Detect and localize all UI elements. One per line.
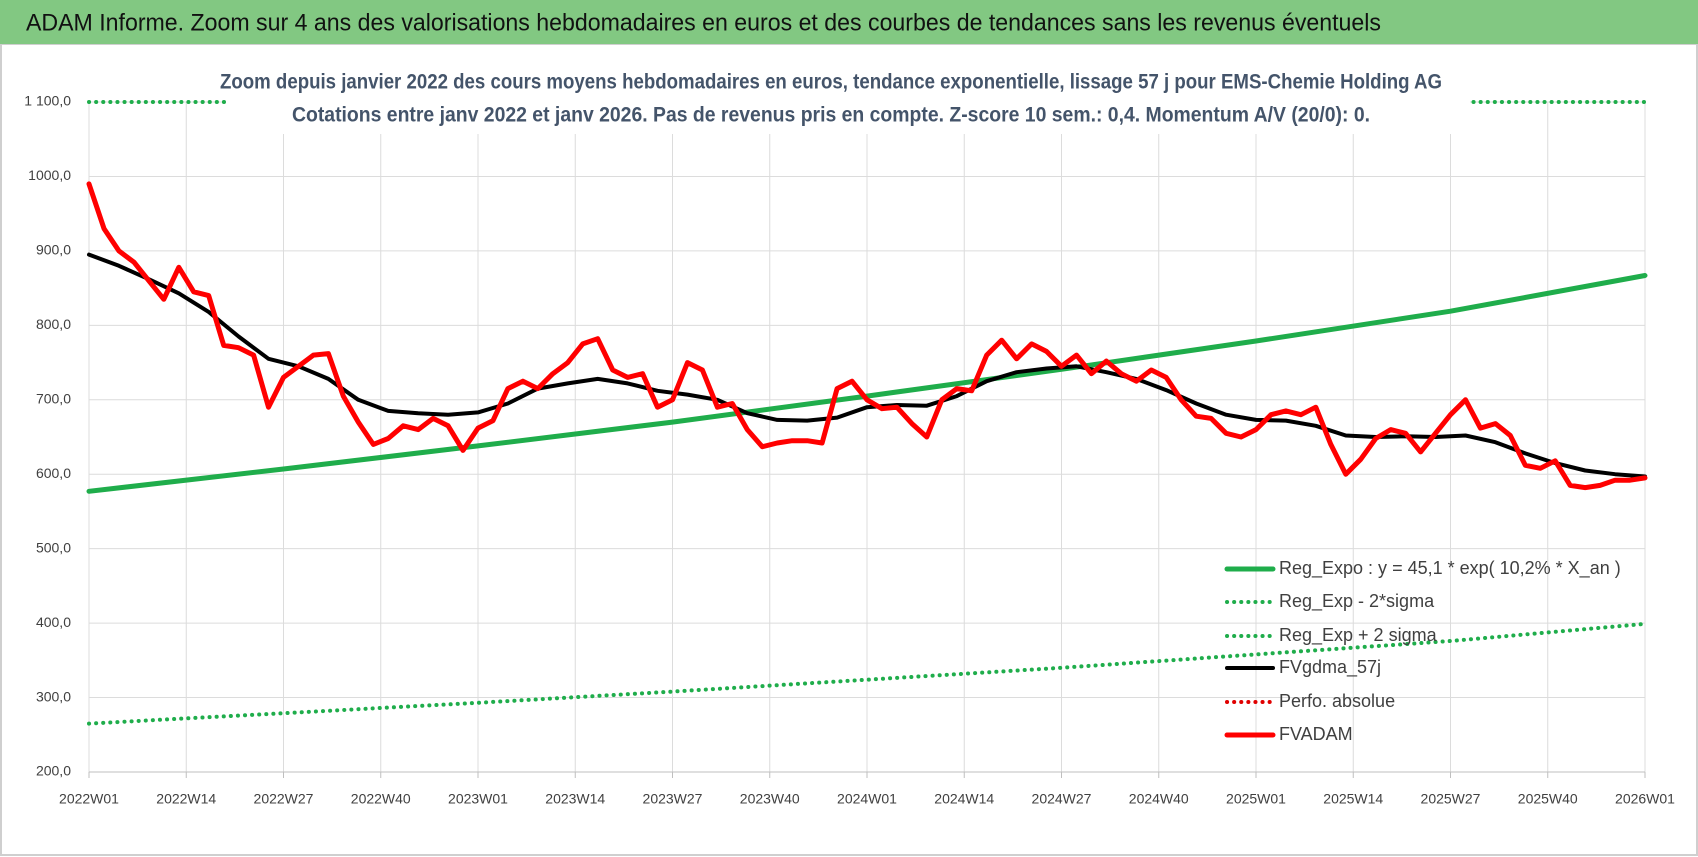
legend: Reg_Expo : y = 45,1 * exp( 10,2% * X_an … [1224, 558, 1621, 744]
x-tick-label: 2023W40 [740, 791, 800, 807]
x-tick-label: 2024W40 [1129, 791, 1189, 807]
y-tick-label: 900,0 [36, 242, 71, 258]
title-background [226, 62, 1470, 134]
header-title: ADAM Informe. Zoom sur 4 ans des valoris… [26, 9, 1381, 36]
series-line [86, 181, 1648, 491]
x-tick-label: 2024W27 [1032, 791, 1092, 807]
chart-title: Zoom depuis janvier 2022 des cours moyen… [220, 71, 1442, 94]
x-tick-label: 2026W01 [1615, 791, 1675, 807]
x-tick-label: 2024W14 [934, 791, 994, 807]
plot-area: 200,0 300,0 400,0 500,0 600,0 700,0 800,0 900,0… [24, 93, 1675, 807]
y-tick-label: 800,0 [36, 316, 71, 332]
x-tick-label: 2025W14 [1323, 791, 1383, 807]
x-tick-label: 2024W01 [837, 791, 897, 807]
series-line [87, 252, 1647, 479]
legend-label: Reg_Expo : y = 45,1 * exp( 10,2% * X_an … [1279, 558, 1621, 579]
header-bar [0, 0, 1698, 44]
legend-label: FVADAM [1279, 724, 1353, 744]
y-tick-label: 400,0 [36, 614, 71, 630]
x-tick-label: 2022W27 [254, 791, 314, 807]
x-tick-label: 2025W40 [1518, 791, 1578, 807]
legend-label: Reg_Exp - 2*sigma [1279, 591, 1435, 612]
y-tick-label: 200,0 [36, 763, 71, 779]
y-tick-label: 1 100,0 [24, 93, 71, 109]
x-tick-label: 2023W27 [643, 791, 703, 807]
y-tick-label: 500,0 [36, 539, 71, 555]
x-tick-label: 2023W14 [545, 791, 605, 807]
chart-subtitle: Cotations entre janv 2022 et janv 2026. … [292, 104, 1370, 127]
x-tick-label: 2025W01 [1226, 791, 1286, 807]
x-tick-label: 2022W40 [351, 791, 411, 807]
x-tick-label: 2022W01 [59, 791, 119, 807]
series-line [87, 621, 1647, 726]
y-tick-label: 300,0 [36, 688, 71, 704]
legend-label: Perfo. absolue [1279, 691, 1395, 711]
legend-label: FVgdma_57j [1279, 657, 1381, 678]
y-tick-label: 600,0 [36, 465, 71, 481]
x-tick-label: 2023W01 [448, 791, 508, 807]
y-tick-label: 1000,0 [28, 167, 71, 183]
x-tick-label: 2022W14 [156, 791, 216, 807]
x-tick-label: 2025W27 [1421, 791, 1481, 807]
legend-label: Reg_Exp + 2 sigma [1279, 625, 1438, 646]
y-tick-label: 700,0 [36, 390, 71, 406]
